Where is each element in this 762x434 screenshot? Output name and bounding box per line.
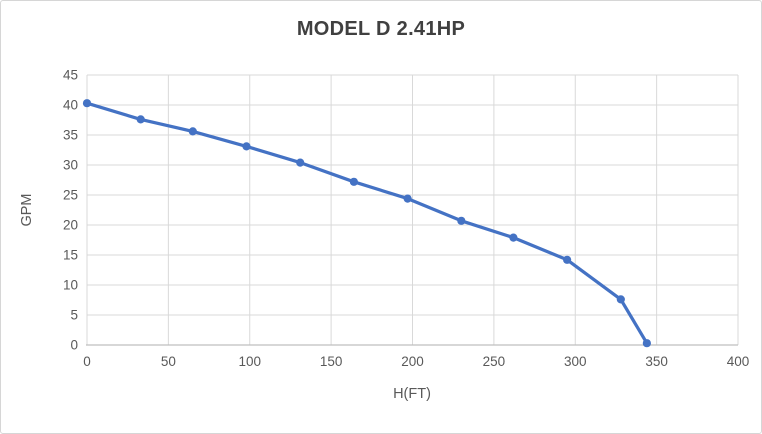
x-tick-label: 0 xyxy=(83,354,91,369)
x-tick-label: 100 xyxy=(238,354,261,369)
y-tick-label: 40 xyxy=(63,98,78,113)
y-tick-label: 35 xyxy=(63,128,78,143)
x-tick-label: 50 xyxy=(161,354,176,369)
y-tick-label: 25 xyxy=(63,188,78,203)
data-point-marker xyxy=(296,158,305,167)
data-point-marker xyxy=(82,99,92,108)
x-tick-label: 250 xyxy=(483,354,506,369)
x-tick-label: 200 xyxy=(401,354,424,369)
y-tick-label: 10 xyxy=(63,278,78,293)
y-axis-title: GPM xyxy=(19,193,35,226)
x-tick-label: 300 xyxy=(564,354,587,369)
y-tick-label: 30 xyxy=(63,158,78,173)
data-point-marker xyxy=(349,177,359,186)
data-point-marker xyxy=(403,194,412,203)
x-tick-label: 350 xyxy=(645,354,668,369)
y-tick-label: 15 xyxy=(63,248,78,263)
x-axis-title: H(FT) xyxy=(393,386,431,402)
data-point-marker xyxy=(616,295,625,304)
data-point-marker xyxy=(136,115,145,124)
series-line xyxy=(85,101,649,345)
x-tick-label: 400 xyxy=(727,354,750,369)
data-point-marker xyxy=(563,255,572,264)
y-tick-label: 0 xyxy=(70,338,78,353)
data-point-marker xyxy=(509,233,518,242)
data-point-marker xyxy=(188,127,197,136)
data-point-marker xyxy=(242,142,251,151)
y-tick-label: 5 xyxy=(70,308,78,323)
y-tick-label: 45 xyxy=(63,68,78,83)
x-tick-label: 150 xyxy=(320,354,343,369)
data-point-marker xyxy=(457,216,466,225)
data-point-marker xyxy=(642,339,651,348)
chart-title: MODEL D 2.41HP xyxy=(296,18,466,40)
y-tick-label: 20 xyxy=(63,218,78,233)
